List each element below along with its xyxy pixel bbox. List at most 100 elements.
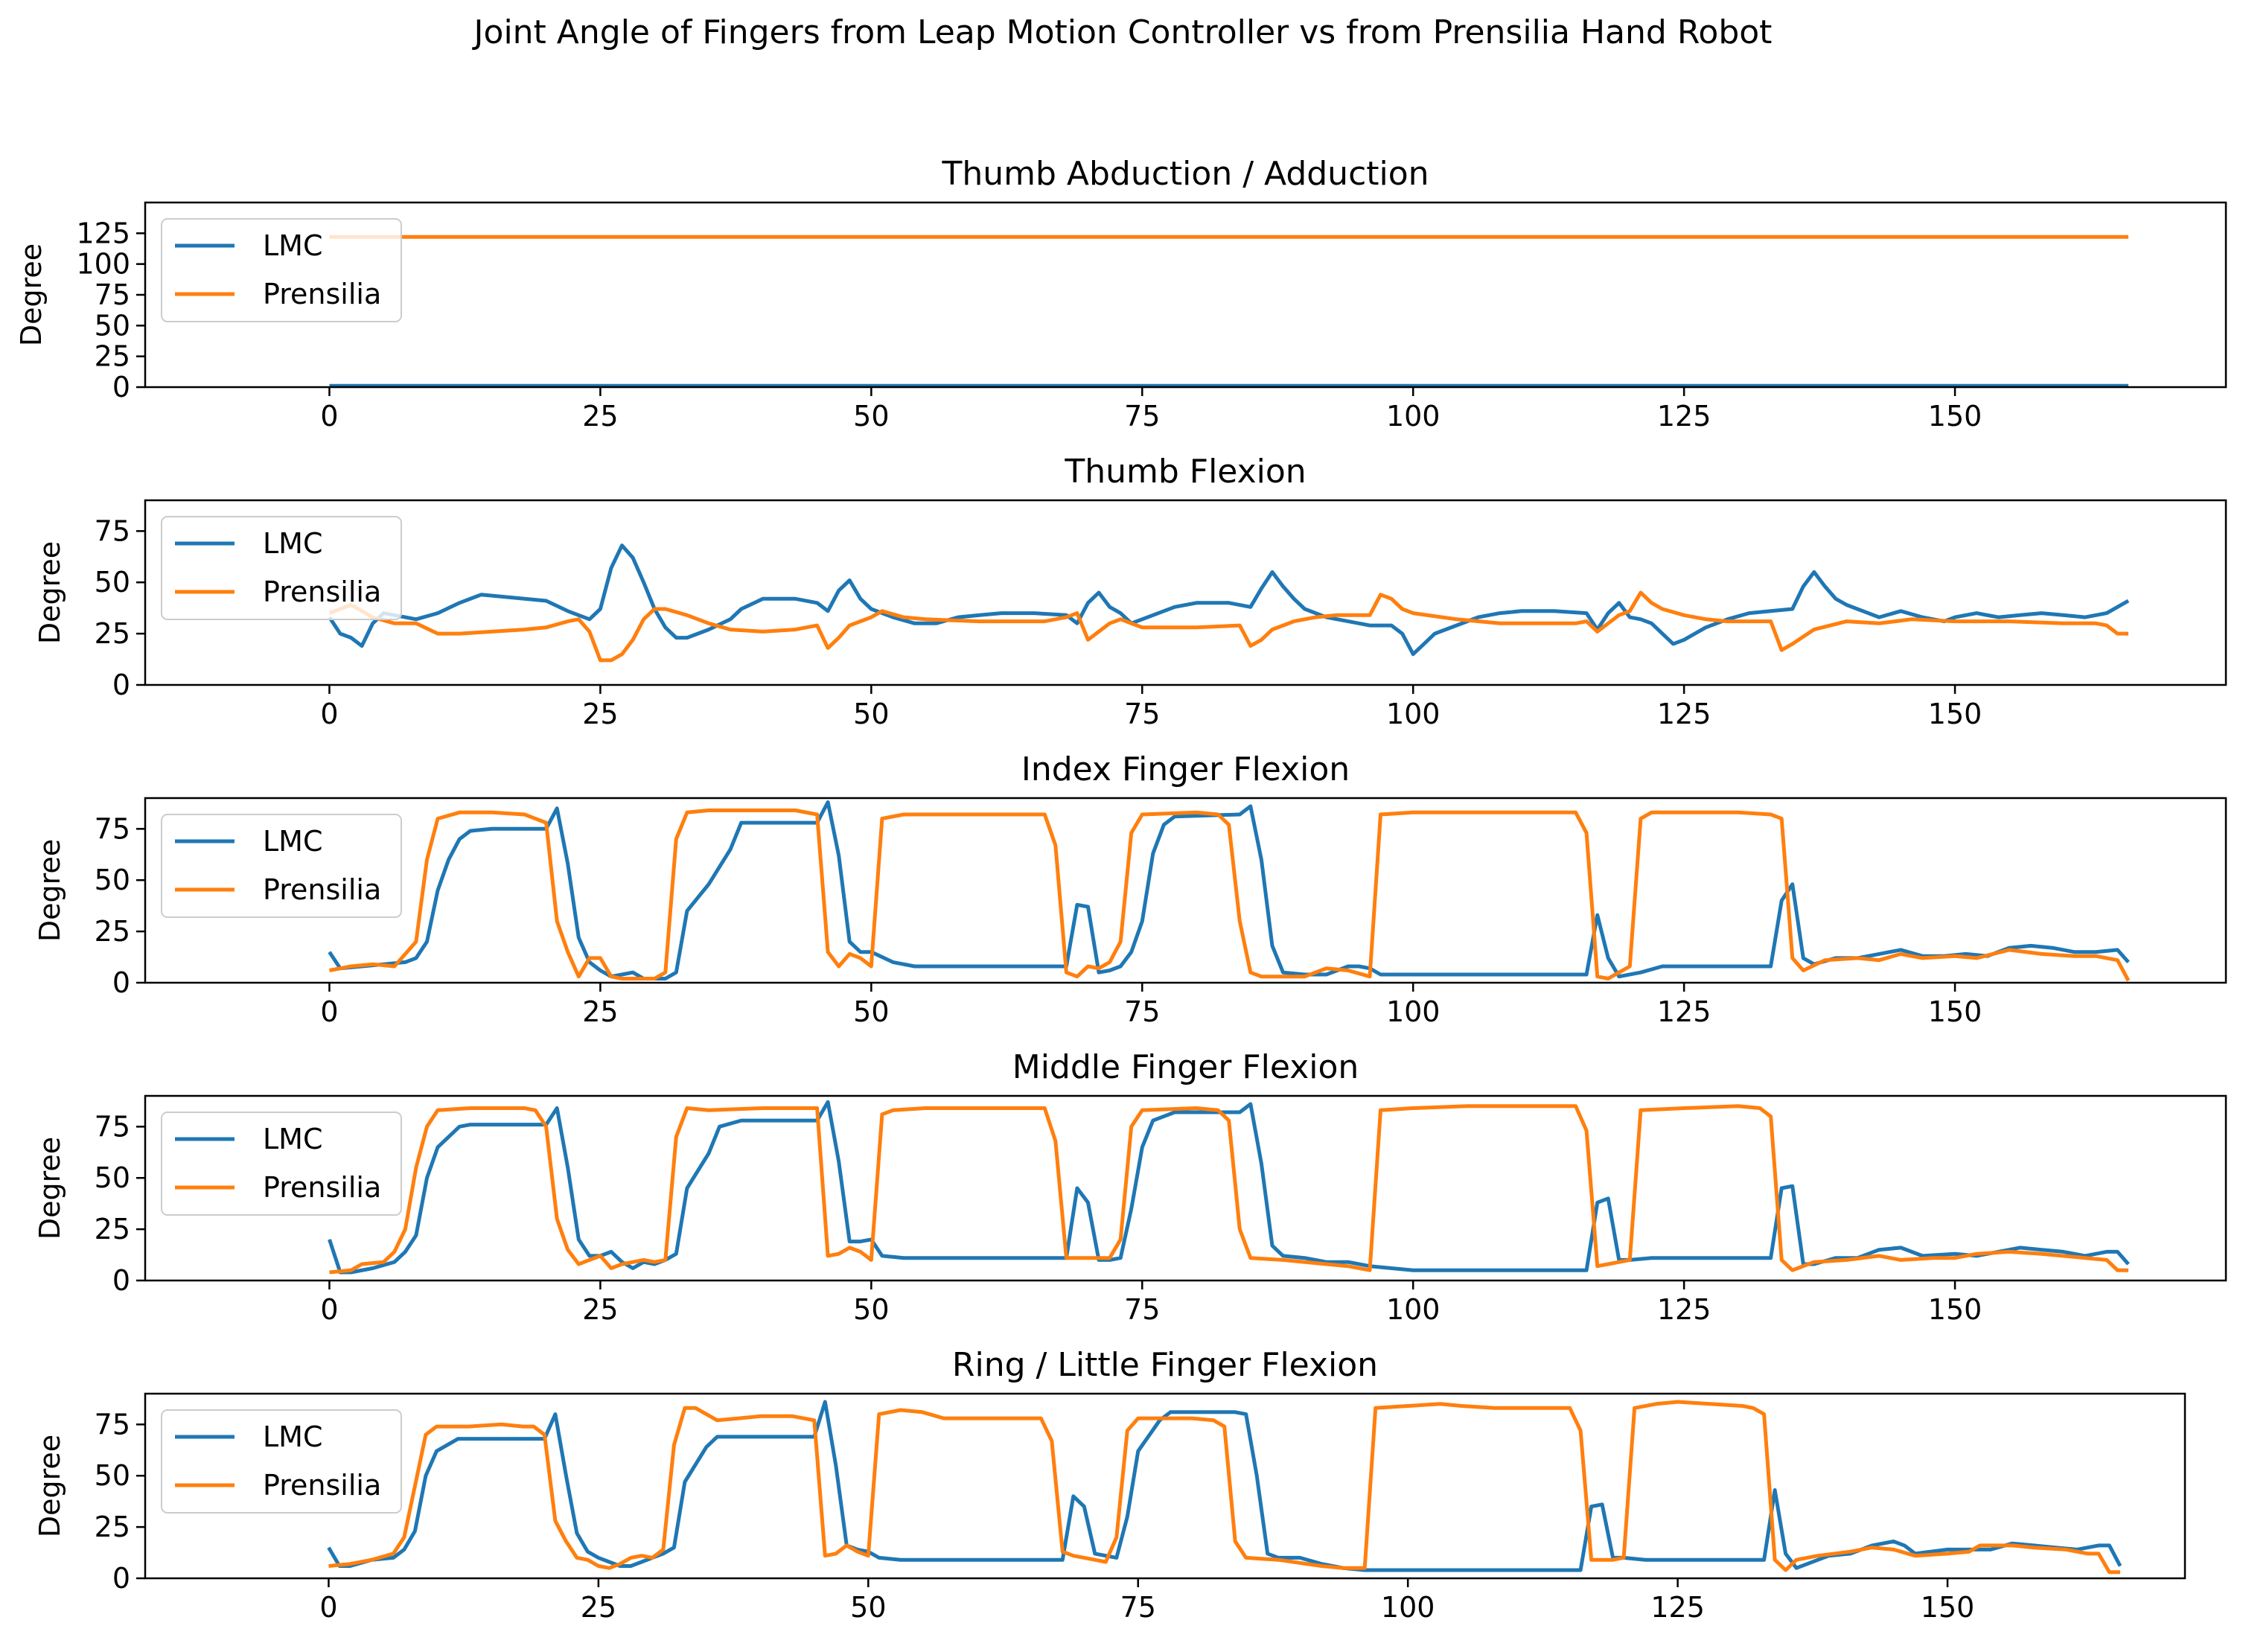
y-axis-label: Degree	[34, 839, 66, 942]
legend: LMC Prensilia	[161, 1409, 402, 1514]
legend: LMC Prensilia	[161, 814, 402, 918]
y-tick-label: 75	[95, 514, 130, 547]
subplot-3: Index Finger Flexion 0 25 50 75 100 125 150 0 25 5…	[34, 750, 2227, 1028]
axes-frame	[144, 1094, 2227, 1282]
x-tick-label: 0	[320, 995, 338, 1028]
x-tick-label: 0	[320, 400, 338, 433]
x-tick-label: 50	[853, 995, 889, 1028]
subplot-4: Middle Finger Flexion 0 25 50 75 100 125 150 0 25…	[34, 1048, 2227, 1326]
legend-label-lmc: LMC	[263, 1420, 323, 1453]
legend: LMC Prensilia	[161, 1112, 402, 1216]
axes-frame	[144, 1392, 2186, 1580]
x-tick-label: 125	[1650, 1591, 1705, 1624]
x-tick-label: 100	[1386, 698, 1441, 730]
subplot-2: Thumb Flexion 0 25 50 75 100 125 150 0 25 50 75 Degr…	[34, 453, 2227, 730]
x-tick-label: 125	[1657, 1293, 1711, 1326]
legend-label-lmc: LMC	[263, 1123, 323, 1155]
x-tick-label: 125	[1657, 995, 1711, 1028]
legend: LMC Prensilia	[161, 218, 402, 322]
legend-label-prensilia: Prensilia	[263, 1171, 381, 1204]
legend-label-lmc: LMC	[263, 825, 323, 858]
y-tick-label: 125	[76, 217, 130, 249]
y-axis-label: Degree	[34, 541, 66, 644]
series-line-prensilia	[328, 590, 2128, 663]
series-line-lmc	[328, 543, 2130, 657]
axes-frame	[144, 201, 2227, 389]
x-tick-label: 125	[1657, 400, 1711, 433]
subplot-5: Ring / Little Finger Flexion 0 25 50 75 100 12…	[34, 1346, 2186, 1624]
y-tick-label: 100	[76, 248, 130, 281]
x-tick-label: 100	[1381, 1591, 1435, 1624]
y-tick-label: 75	[95, 812, 130, 845]
y-tick-label: 50	[95, 566, 130, 599]
x-tick-label: 75	[1124, 1293, 1160, 1326]
x-tick-label: 150	[1928, 400, 1982, 433]
x-tick-label: 0	[320, 698, 338, 730]
subplot-title: Middle Finger Flexion	[1012, 1048, 1359, 1086]
y-tick-label: 0	[112, 669, 130, 701]
x-tick-label: 25	[582, 698, 618, 730]
y-tick-label: 75	[95, 1110, 130, 1143]
legend-label-prensilia: Prensilia	[263, 1469, 381, 1502]
y-tick-label: 50	[95, 1161, 130, 1194]
y-tick-label: 75	[95, 278, 130, 311]
x-tick-label: 50	[853, 698, 889, 730]
y-axis-label: Degree	[34, 1435, 66, 1537]
x-tick-label: 150	[1921, 1591, 1975, 1624]
y-axis-label: Degree	[15, 243, 48, 346]
x-tick-label: 125	[1657, 698, 1711, 730]
legend-label-prensilia: Prensilia	[263, 278, 381, 310]
y-tick-label: 25	[95, 1213, 130, 1246]
series-line-prensilia	[328, 1400, 2120, 1575]
x-tick-label: 25	[582, 1293, 618, 1326]
x-tick-label: 0	[319, 1591, 337, 1624]
y-tick-label: 25	[95, 915, 130, 948]
y-tick-label: 0	[112, 1562, 130, 1595]
legend: LMC Prensilia	[161, 516, 402, 620]
x-tick-label: 25	[582, 400, 618, 433]
x-tick-label: 25	[582, 995, 618, 1028]
x-tick-label: 50	[853, 400, 889, 433]
y-tick-label: 50	[95, 864, 130, 896]
subplot-title: Index Finger Flexion	[1021, 750, 1350, 788]
x-tick-label: 150	[1928, 1293, 1982, 1326]
x-tick-label: 50	[853, 1293, 889, 1326]
x-tick-label: 75	[1120, 1591, 1156, 1624]
x-tick-label: 75	[1124, 995, 1160, 1028]
y-tick-label: 0	[112, 1264, 130, 1297]
y-tick-label: 25	[95, 340, 130, 373]
x-tick-label: 75	[1124, 400, 1160, 433]
y-tick-label: 25	[95, 617, 130, 650]
figure-title: Joint Angle of Fingers from Leap Motion …	[473, 13, 1773, 51]
subplot-title: Thumb Flexion	[1064, 453, 1306, 491]
series-line-prensilia	[329, 809, 2131, 982]
axes-frame	[144, 797, 2227, 984]
x-tick-label: 150	[1928, 995, 1982, 1028]
y-tick-label: 50	[95, 309, 130, 342]
y-tick-label: 50	[95, 1459, 130, 1492]
x-tick-label: 100	[1386, 400, 1441, 433]
legend-label-prensilia: Prensilia	[263, 575, 381, 608]
subplot-title: Thumb Abduction / Adduction	[941, 155, 1429, 193]
legend-label-lmc: LMC	[263, 527, 323, 560]
series-line-lmc	[328, 1100, 2130, 1275]
x-tick-label: 0	[320, 1293, 338, 1326]
x-tick-label: 150	[1928, 698, 1982, 730]
y-tick-label: 0	[112, 371, 130, 404]
legend-label-prensilia: Prensilia	[263, 873, 381, 906]
axes-frame	[144, 499, 2227, 686]
subplot-title: Ring / Little Finger Flexion	[952, 1346, 1378, 1384]
x-tick-label: 50	[850, 1591, 886, 1624]
x-tick-label: 100	[1386, 1293, 1441, 1326]
legend-label-lmc: LMC	[263, 229, 323, 262]
y-axis-label: Degree	[34, 1137, 66, 1240]
x-tick-label: 100	[1386, 995, 1441, 1028]
y-tick-label: 75	[95, 1408, 130, 1441]
series-line-prensilia	[329, 1104, 2128, 1275]
x-tick-label: 75	[1124, 698, 1160, 730]
y-tick-label: 25	[95, 1511, 130, 1543]
y-tick-label: 0	[112, 966, 130, 999]
x-tick-label: 25	[581, 1591, 616, 1624]
